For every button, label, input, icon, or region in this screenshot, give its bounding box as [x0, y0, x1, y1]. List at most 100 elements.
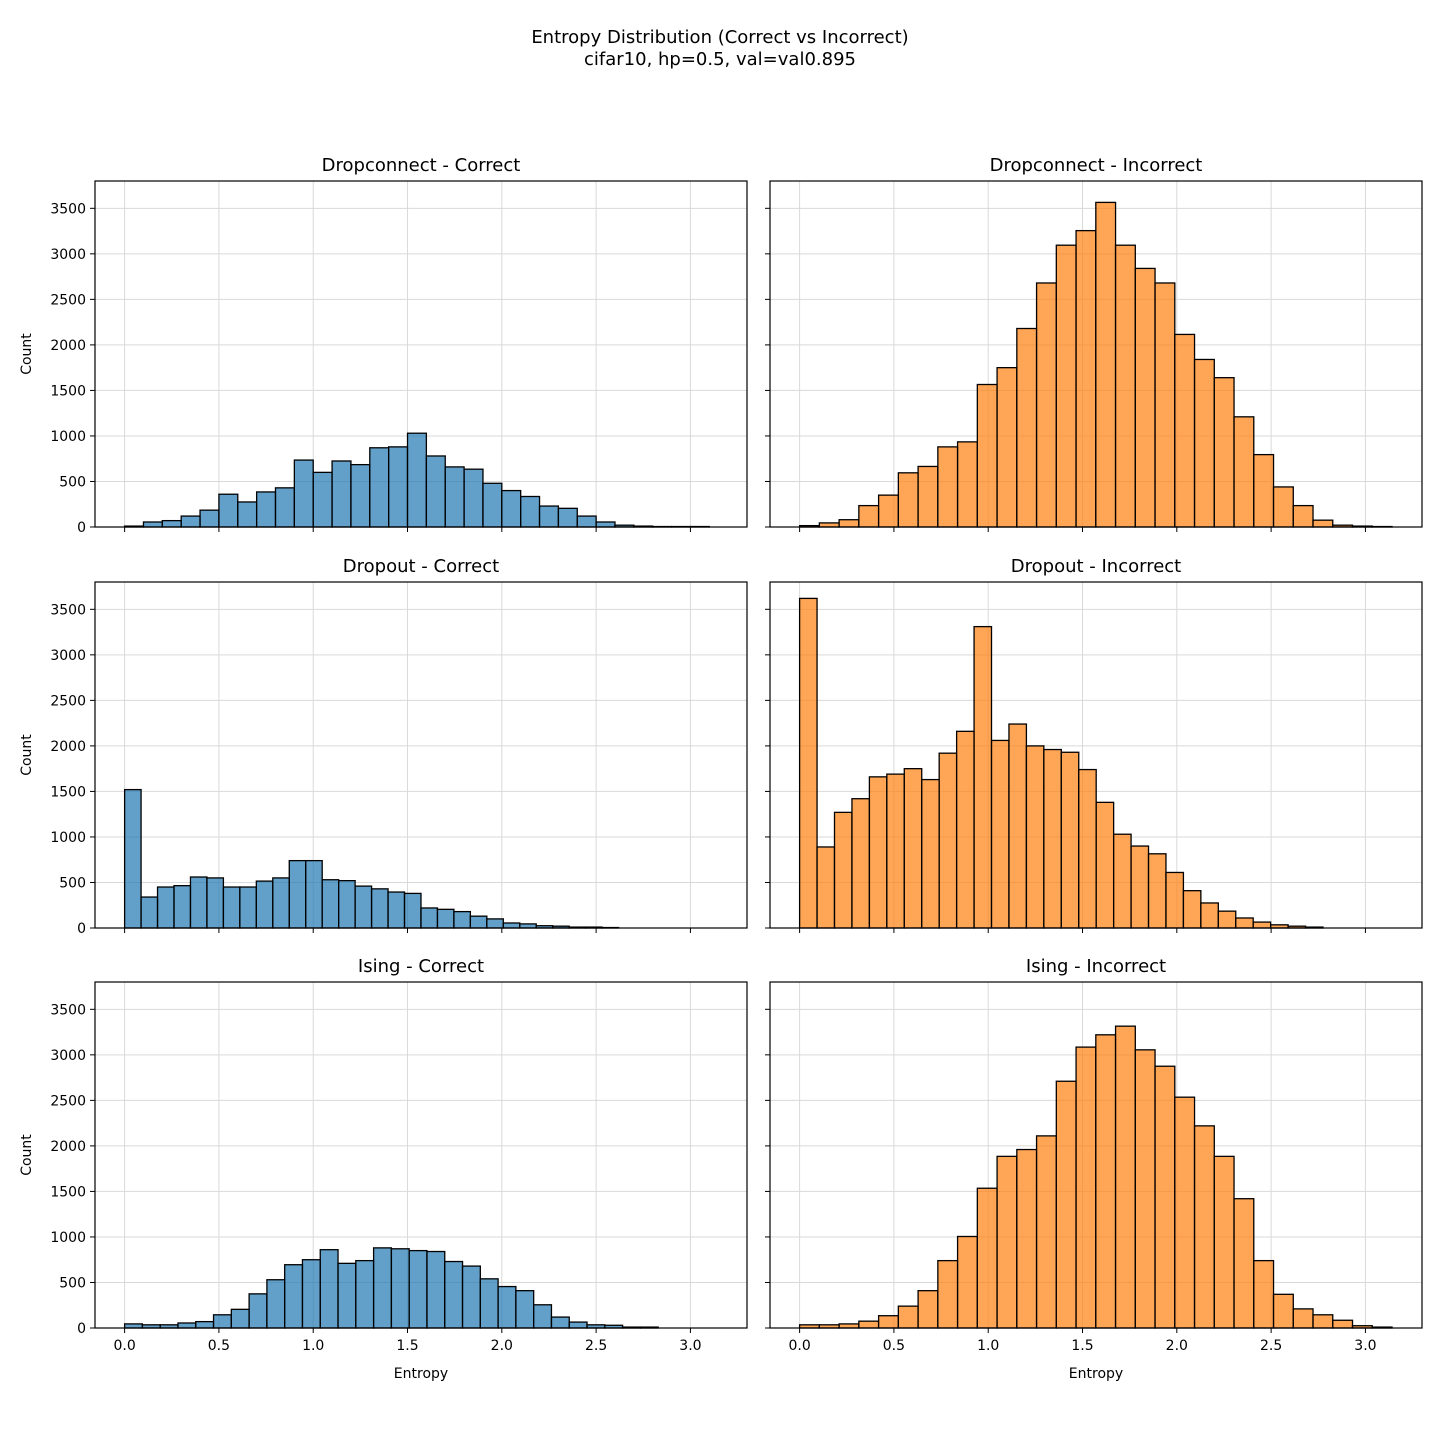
histogram-bar — [337, 1262, 357, 1329]
histogram-bar — [272, 877, 290, 929]
x-axis-label: Entropy — [1069, 1366, 1123, 1382]
histogram-bar — [479, 1278, 499, 1329]
histogram-bar — [557, 507, 578, 528]
histogram-bar — [453, 910, 472, 929]
axes-frame — [94, 981, 748, 1329]
histogram-bar — [406, 432, 428, 528]
histogram-bar — [1200, 902, 1219, 929]
subplot-title: Dropconnect - Correct — [322, 155, 521, 176]
histogram-bar — [886, 773, 905, 929]
y-tick-label: 1500 — [50, 383, 86, 399]
x-tick-label: 1.5 — [396, 1338, 418, 1354]
histogram-bar — [996, 367, 1018, 528]
histogram-bar — [990, 739, 1010, 929]
histogram-bar — [973, 625, 993, 929]
y-tick-label: 1000 — [50, 429, 86, 445]
histogram-bar — [1112, 833, 1132, 929]
histogram-bar — [515, 1290, 535, 1329]
histogram-bar — [255, 880, 274, 929]
histogram-bar — [1008, 723, 1028, 929]
histogram-bar — [1060, 751, 1080, 929]
y-tick-label: 1000 — [50, 1230, 86, 1246]
histogram-bar — [1165, 871, 1185, 929]
subplot-6: 0.0 0.5 1.0 1.5 2.0 2.5 3.0 Ising - Incorrect En… — [765, 956, 1423, 1382]
histogram-bar — [538, 505, 560, 528]
histogram-bar — [486, 918, 504, 929]
axes-frame — [769, 581, 1423, 929]
histogram-bar — [390, 1248, 410, 1329]
x-tick-label: 2.5 — [1260, 1338, 1282, 1354]
subplot-5: 0.0 0.5 1.0 1.5 2.0 2.5 3.0 0 500 1000 1500 2000 250… — [19, 956, 748, 1382]
histogram-bar — [1078, 768, 1097, 929]
histogram-bar — [833, 811, 853, 929]
x-tick-label: 2.0 — [491, 1338, 513, 1354]
histogram-bar — [461, 1265, 481, 1329]
histogram-bar — [1292, 1308, 1314, 1329]
y-tick-label: 500 — [59, 875, 86, 891]
y-tick-label: 3000 — [50, 1048, 86, 1064]
histogram-bar — [956, 1235, 978, 1329]
subplot-title: Dropout - Incorrect — [1011, 556, 1181, 577]
histogram-bar — [230, 1308, 250, 1329]
y-tick-label: 500 — [59, 1275, 86, 1291]
axes-frame — [769, 981, 1423, 1329]
histogram-bar — [338, 880, 356, 929]
histogram-bar — [838, 1323, 860, 1329]
histogram-bar — [798, 597, 818, 929]
histogram-bar — [180, 515, 201, 528]
histogram-bar — [938, 752, 958, 929]
subplot-title: Dropconnect - Incorrect — [990, 155, 1203, 176]
histogram-bar — [1193, 358, 1215, 528]
histogram-bar — [284, 1264, 304, 1329]
histogram-bar — [1233, 416, 1255, 528]
y-tick-label: 0 — [77, 921, 86, 937]
y-tick-label: 2500 — [50, 1093, 86, 1109]
histogram-bar — [1174, 1096, 1196, 1329]
axes-frame — [94, 581, 748, 929]
subplot-title: Ising - Incorrect — [1026, 956, 1166, 977]
histogram-bar — [482, 482, 503, 528]
histogram-bar — [1043, 748, 1062, 929]
histogram-bar — [1174, 333, 1196, 528]
histogram-bar — [408, 1249, 428, 1329]
histogram-bar — [568, 1321, 588, 1329]
histogram-bar — [1312, 519, 1334, 528]
histogram-bar — [222, 886, 241, 929]
histogram-bar — [199, 509, 220, 528]
y-tick-label: 1000 — [50, 830, 86, 846]
histogram-bar — [1095, 801, 1115, 929]
x-tick-label: 1.0 — [977, 1338, 999, 1354]
histogram-bar — [1193, 1125, 1215, 1329]
histogram-bar — [1272, 486, 1294, 528]
histogram-bar — [301, 1259, 321, 1329]
histogram-bar — [142, 521, 163, 528]
histogram-bar — [1114, 244, 1136, 528]
histogram-bar — [469, 915, 488, 929]
histogram-bar — [956, 441, 978, 528]
histogram-bar — [1016, 327, 1038, 528]
histogram-bar — [520, 495, 541, 528]
histogram-bar — [436, 908, 455, 929]
histogram-bar — [354, 885, 373, 929]
histogram-bar — [1233, 1198, 1255, 1329]
histogram-bar — [1035, 282, 1057, 528]
histogram-bar — [937, 446, 959, 528]
histogram-bar — [156, 886, 175, 929]
histogram-bar — [877, 494, 899, 528]
histogram-bar — [248, 1293, 268, 1329]
histogram-bar — [444, 466, 465, 528]
histogram-bar — [177, 1322, 197, 1329]
histogram-bar — [1134, 267, 1156, 528]
y-tick-label: 0 — [77, 520, 86, 536]
histogram-bar — [255, 491, 277, 528]
histogram-bar — [305, 859, 323, 929]
histogram-bar — [425, 455, 446, 528]
histogram-bar — [497, 1285, 517, 1329]
histogram-bar — [550, 1316, 570, 1329]
histogram-bar — [387, 891, 406, 929]
histogram-bar — [1154, 282, 1176, 528]
x-tick-label: 3.0 — [679, 1338, 701, 1354]
x-tick-label: 0.5 — [208, 1338, 230, 1354]
x-tick-label: 2.5 — [585, 1338, 607, 1354]
histogram-bar — [195, 1320, 215, 1329]
